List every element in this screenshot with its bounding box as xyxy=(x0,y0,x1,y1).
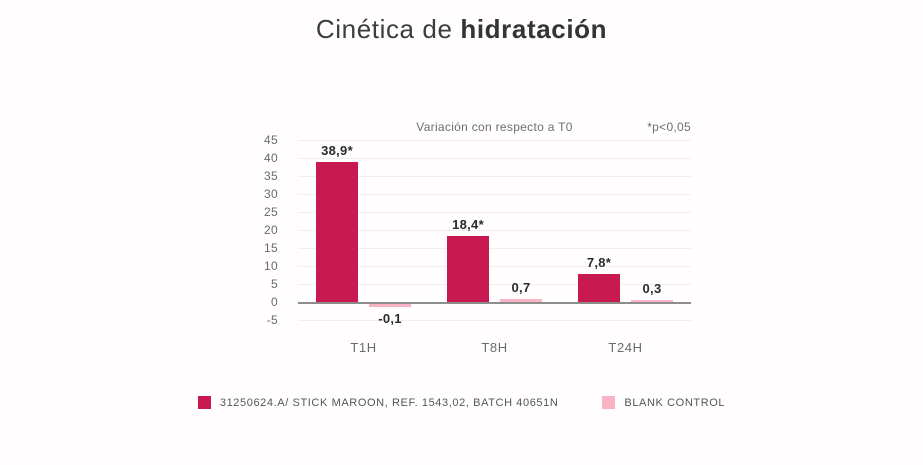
chart-subtitle: Variación con respecto a T0 xyxy=(416,120,573,134)
y-tick-label: 5 xyxy=(271,277,278,291)
page-title: Cinética de hidratación xyxy=(0,14,923,45)
significance-note: *p<0,05 xyxy=(647,120,691,134)
legend-item-0: 31250624.A/ STICK MAROON, REF. 1543,02, … xyxy=(197,396,559,409)
page-title-regular: Cinética de xyxy=(315,14,461,44)
y-tick-label: 30 xyxy=(264,187,278,201)
plot-wrap: 45 40 35 30 25 20 15 10 5 0 -5 38,9* -0,1 18,4* 0,7 7,… xyxy=(225,133,691,327)
chart-header: Variación con respecto a T0 *p<0,05 xyxy=(298,118,691,140)
legend-item-1: BLANK CONTROL xyxy=(602,396,725,409)
x-tick-label-t1h: T1H xyxy=(350,340,377,355)
y-tick-label: 25 xyxy=(264,205,278,219)
gridline xyxy=(298,140,691,141)
bar-group-t24h: 7,8* 0,3 xyxy=(560,140,691,320)
bar-t8h-series-0 xyxy=(447,235,489,302)
bar-value-label: 38,9* xyxy=(321,142,353,158)
legend-label: 31250624.A/ STICK MAROON, REF. 1543,02, … xyxy=(219,396,559,409)
hydration-kinetics-chart: Variación con respecto a T0 *p<0,05 45 40… xyxy=(225,118,691,356)
gridline xyxy=(298,158,691,159)
gridline xyxy=(298,284,691,285)
gridline xyxy=(298,194,691,195)
bar-group-t1h: 38,9* -0,1 xyxy=(298,140,429,326)
bar-value-label: 0,7 xyxy=(511,280,531,296)
x-tick-label-t24h: T24H xyxy=(608,340,643,355)
gridline xyxy=(298,248,691,249)
y-axis: 45 40 35 30 25 20 15 10 5 0 -5 xyxy=(225,133,298,327)
gridline xyxy=(298,266,691,267)
plot-area: 38,9* -0,1 18,4* 0,7 7,8* 0,3 xyxy=(298,140,691,326)
bar-t1h-series-0 xyxy=(316,161,358,302)
bar-value-label: 18,4* xyxy=(452,216,484,232)
y-tick-label: 40 xyxy=(264,151,278,165)
legend: 31250624.A/ STICK MAROON, REF. 1543,02, … xyxy=(0,396,923,409)
gridline xyxy=(298,176,691,177)
gridline xyxy=(298,320,691,321)
x-axis: T1H T8H T24H xyxy=(298,340,691,356)
y-tick-label: -5 xyxy=(266,313,278,327)
legend-swatch-icon xyxy=(602,396,616,409)
y-tick-label: 15 xyxy=(264,241,278,255)
gridline xyxy=(298,212,691,213)
bar-t1h-series-1 xyxy=(369,304,411,307)
bar-group-t8h: 18,4* 0,7 xyxy=(429,140,560,320)
bar-t24h-series-0 xyxy=(578,273,620,302)
y-tick-label: 10 xyxy=(264,259,278,273)
gridline xyxy=(298,230,691,231)
y-tick-label: 20 xyxy=(264,223,278,237)
legend-label: BLANK CONTROL xyxy=(624,396,726,409)
y-tick-label: 0 xyxy=(271,295,278,309)
bar-value-label: 7,8* xyxy=(586,254,612,270)
bar-t24h-series-1 xyxy=(631,299,673,302)
page-title-bold: hidratación xyxy=(460,14,608,44)
bar-t8h-series-1 xyxy=(500,299,542,302)
bar-value-label: 0,3 xyxy=(642,280,662,296)
y-tick-label: 35 xyxy=(264,169,278,183)
y-tick-label: 45 xyxy=(264,133,278,147)
bar-value-label: -0,1 xyxy=(378,310,402,326)
zero-axis-line xyxy=(298,302,691,304)
legend-swatch-icon xyxy=(197,396,211,409)
x-tick-label-t8h: T8H xyxy=(481,340,508,355)
